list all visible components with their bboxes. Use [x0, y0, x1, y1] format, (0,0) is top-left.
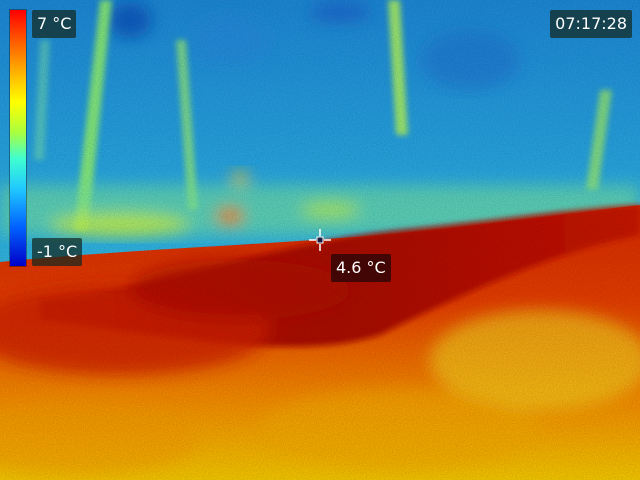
- min-temperature-label: -1 °C: [32, 238, 82, 266]
- crosshair-icon[interactable]: [309, 229, 331, 251]
- spot-temperature-reading: 4.6 °C: [331, 254, 391, 282]
- temperature-colorbar: [10, 10, 26, 266]
- timestamp-clock: 07:17:28: [550, 10, 632, 38]
- max-temperature-label: 7 °C: [32, 10, 76, 38]
